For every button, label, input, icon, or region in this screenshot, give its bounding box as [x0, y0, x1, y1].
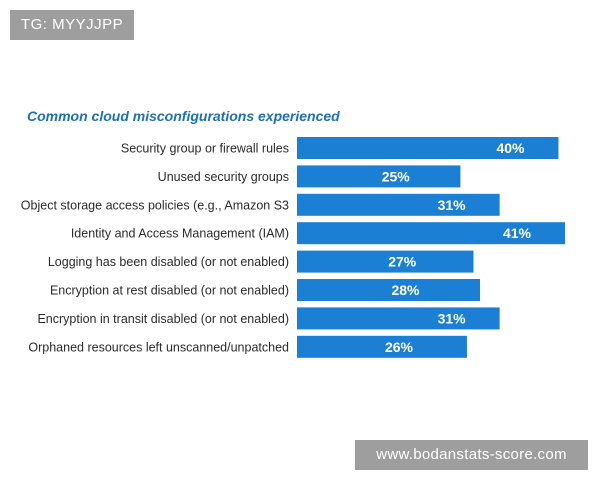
bar-7: [297, 307, 500, 330]
value-label-6: 28%: [391, 282, 420, 298]
category-label-8: Orphaned resources left unscanned/unpatc…: [28, 340, 289, 354]
category-label-3: Object storage access policies (e.g., Am…: [21, 198, 289, 212]
value-label-3: 31%: [438, 197, 467, 213]
bar-1: [297, 137, 559, 159]
chart-title: Common cloud misconfigurations experienc…: [27, 108, 340, 124]
bar-8: [297, 335, 467, 358]
bar-4: [297, 222, 565, 245]
value-label-5: 27%: [388, 254, 417, 270]
watermark-bottom: www.bodanstats-score.com: [355, 440, 588, 470]
category-label-1: Security group or firewall rules: [121, 142, 289, 156]
bar-3: [297, 193, 500, 216]
bar-6: [297, 279, 481, 301]
value-label-1: 40%: [496, 140, 525, 156]
category-label-5: Logging has been disabled (or not enable…: [48, 255, 289, 269]
category-label-6: Encryption at rest disabled (or not enab…: [50, 284, 289, 298]
value-label-7: 31%: [438, 310, 467, 326]
category-label-2: Unused security groups: [158, 170, 289, 184]
category-label-7: Encryption in transit disabled (or not e…: [37, 312, 289, 326]
watermark-top: TG: MYYJJPP: [10, 10, 134, 40]
category-label-4: Identity and Access Management (IAM): [71, 227, 289, 241]
bar-2: [297, 165, 461, 188]
value-label-2: 25%: [382, 168, 411, 184]
value-label-4: 41%: [503, 225, 532, 241]
value-label-8: 26%: [385, 339, 414, 355]
bar-5: [297, 250, 474, 273]
